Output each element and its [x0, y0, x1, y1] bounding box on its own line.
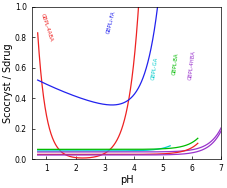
Text: GBPL₂-FA: GBPL₂-FA	[106, 10, 117, 34]
X-axis label: pH: pH	[120, 174, 133, 185]
Text: GBPL-4HBA: GBPL-4HBA	[188, 50, 196, 80]
Text: GBPL-BA: GBPL-BA	[172, 53, 179, 76]
Text: GBPL-4ABA: GBPL-4ABA	[40, 12, 54, 42]
Text: GBPL-GA: GBPL-GA	[151, 56, 159, 80]
Y-axis label: Scocryst / Sdrug: Scocryst / Sdrug	[3, 43, 13, 123]
